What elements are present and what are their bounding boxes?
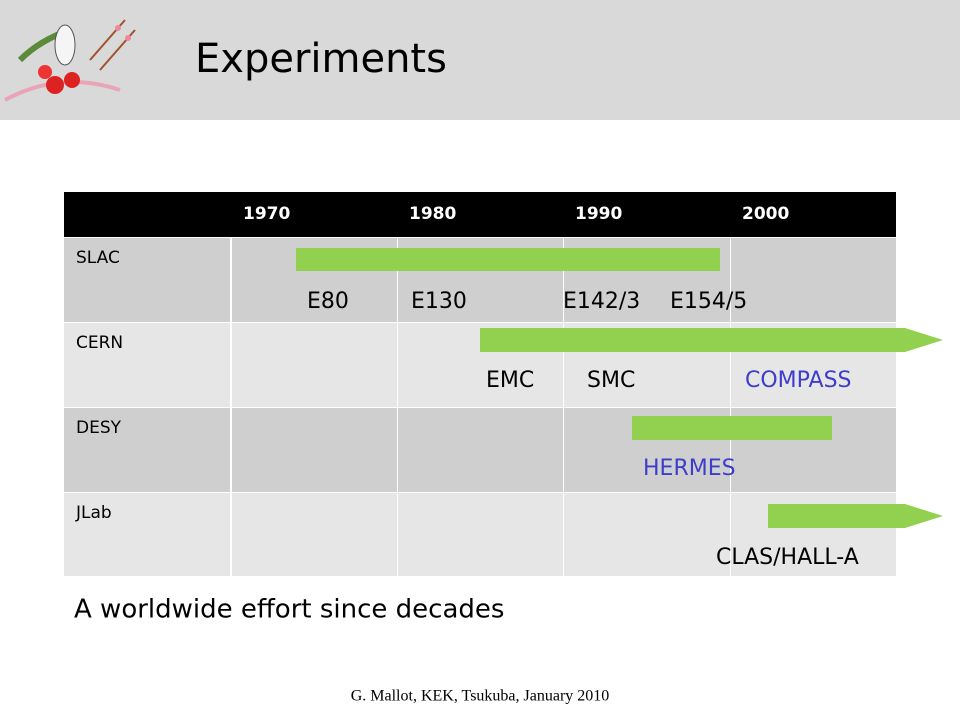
row-header: DESY (76, 418, 122, 438)
timeline-arrow (768, 504, 943, 528)
row-header: CERN (76, 333, 123, 353)
cell (398, 493, 563, 576)
row-header: SLAC (76, 248, 120, 268)
row-header: JLab (75, 503, 112, 523)
cell (64, 238, 230, 322)
timeline-arrow (480, 328, 943, 352)
header-band (0, 0, 960, 120)
column-header: 2000 (742, 204, 789, 224)
experiment-label: EMC (486, 368, 534, 393)
experiment-label: E80 (307, 289, 349, 314)
decoration (4, 19, 136, 102)
footer: G. Mallot, KEK, Tsukuba, January 2010 (351, 688, 610, 705)
title: Experiments (195, 36, 447, 82)
cell (564, 493, 730, 576)
timeline-bar (632, 416, 832, 440)
summary: A worldwide effort since decades (74, 595, 504, 625)
column-header: 1980 (409, 204, 456, 224)
cell (232, 323, 397, 407)
experiment-label: COMPASS (745, 368, 852, 393)
experiment-label: HERMES (643, 456, 736, 481)
experiment-label: SMC (587, 368, 635, 393)
experiment-label: E142/3 (563, 289, 640, 314)
column-header: 1970 (243, 204, 290, 224)
cell (398, 408, 563, 492)
cell (64, 408, 230, 492)
experiment-label: CLAS/HALL-A (716, 545, 859, 570)
cell (64, 323, 230, 407)
cell (232, 493, 397, 576)
column-header: 1990 (575, 204, 622, 224)
experiment-label: E130 (411, 289, 467, 314)
cell (64, 493, 230, 576)
header-row (64, 192, 896, 237)
timeline-bar (296, 248, 720, 271)
experiment-label: E154/5 (670, 289, 747, 314)
cell (232, 408, 397, 492)
cell (731, 238, 896, 322)
timeline-table: 1970 1980 1990 2000 SLAC CERN DESY JLab E80 E130 E… (64, 192, 943, 576)
